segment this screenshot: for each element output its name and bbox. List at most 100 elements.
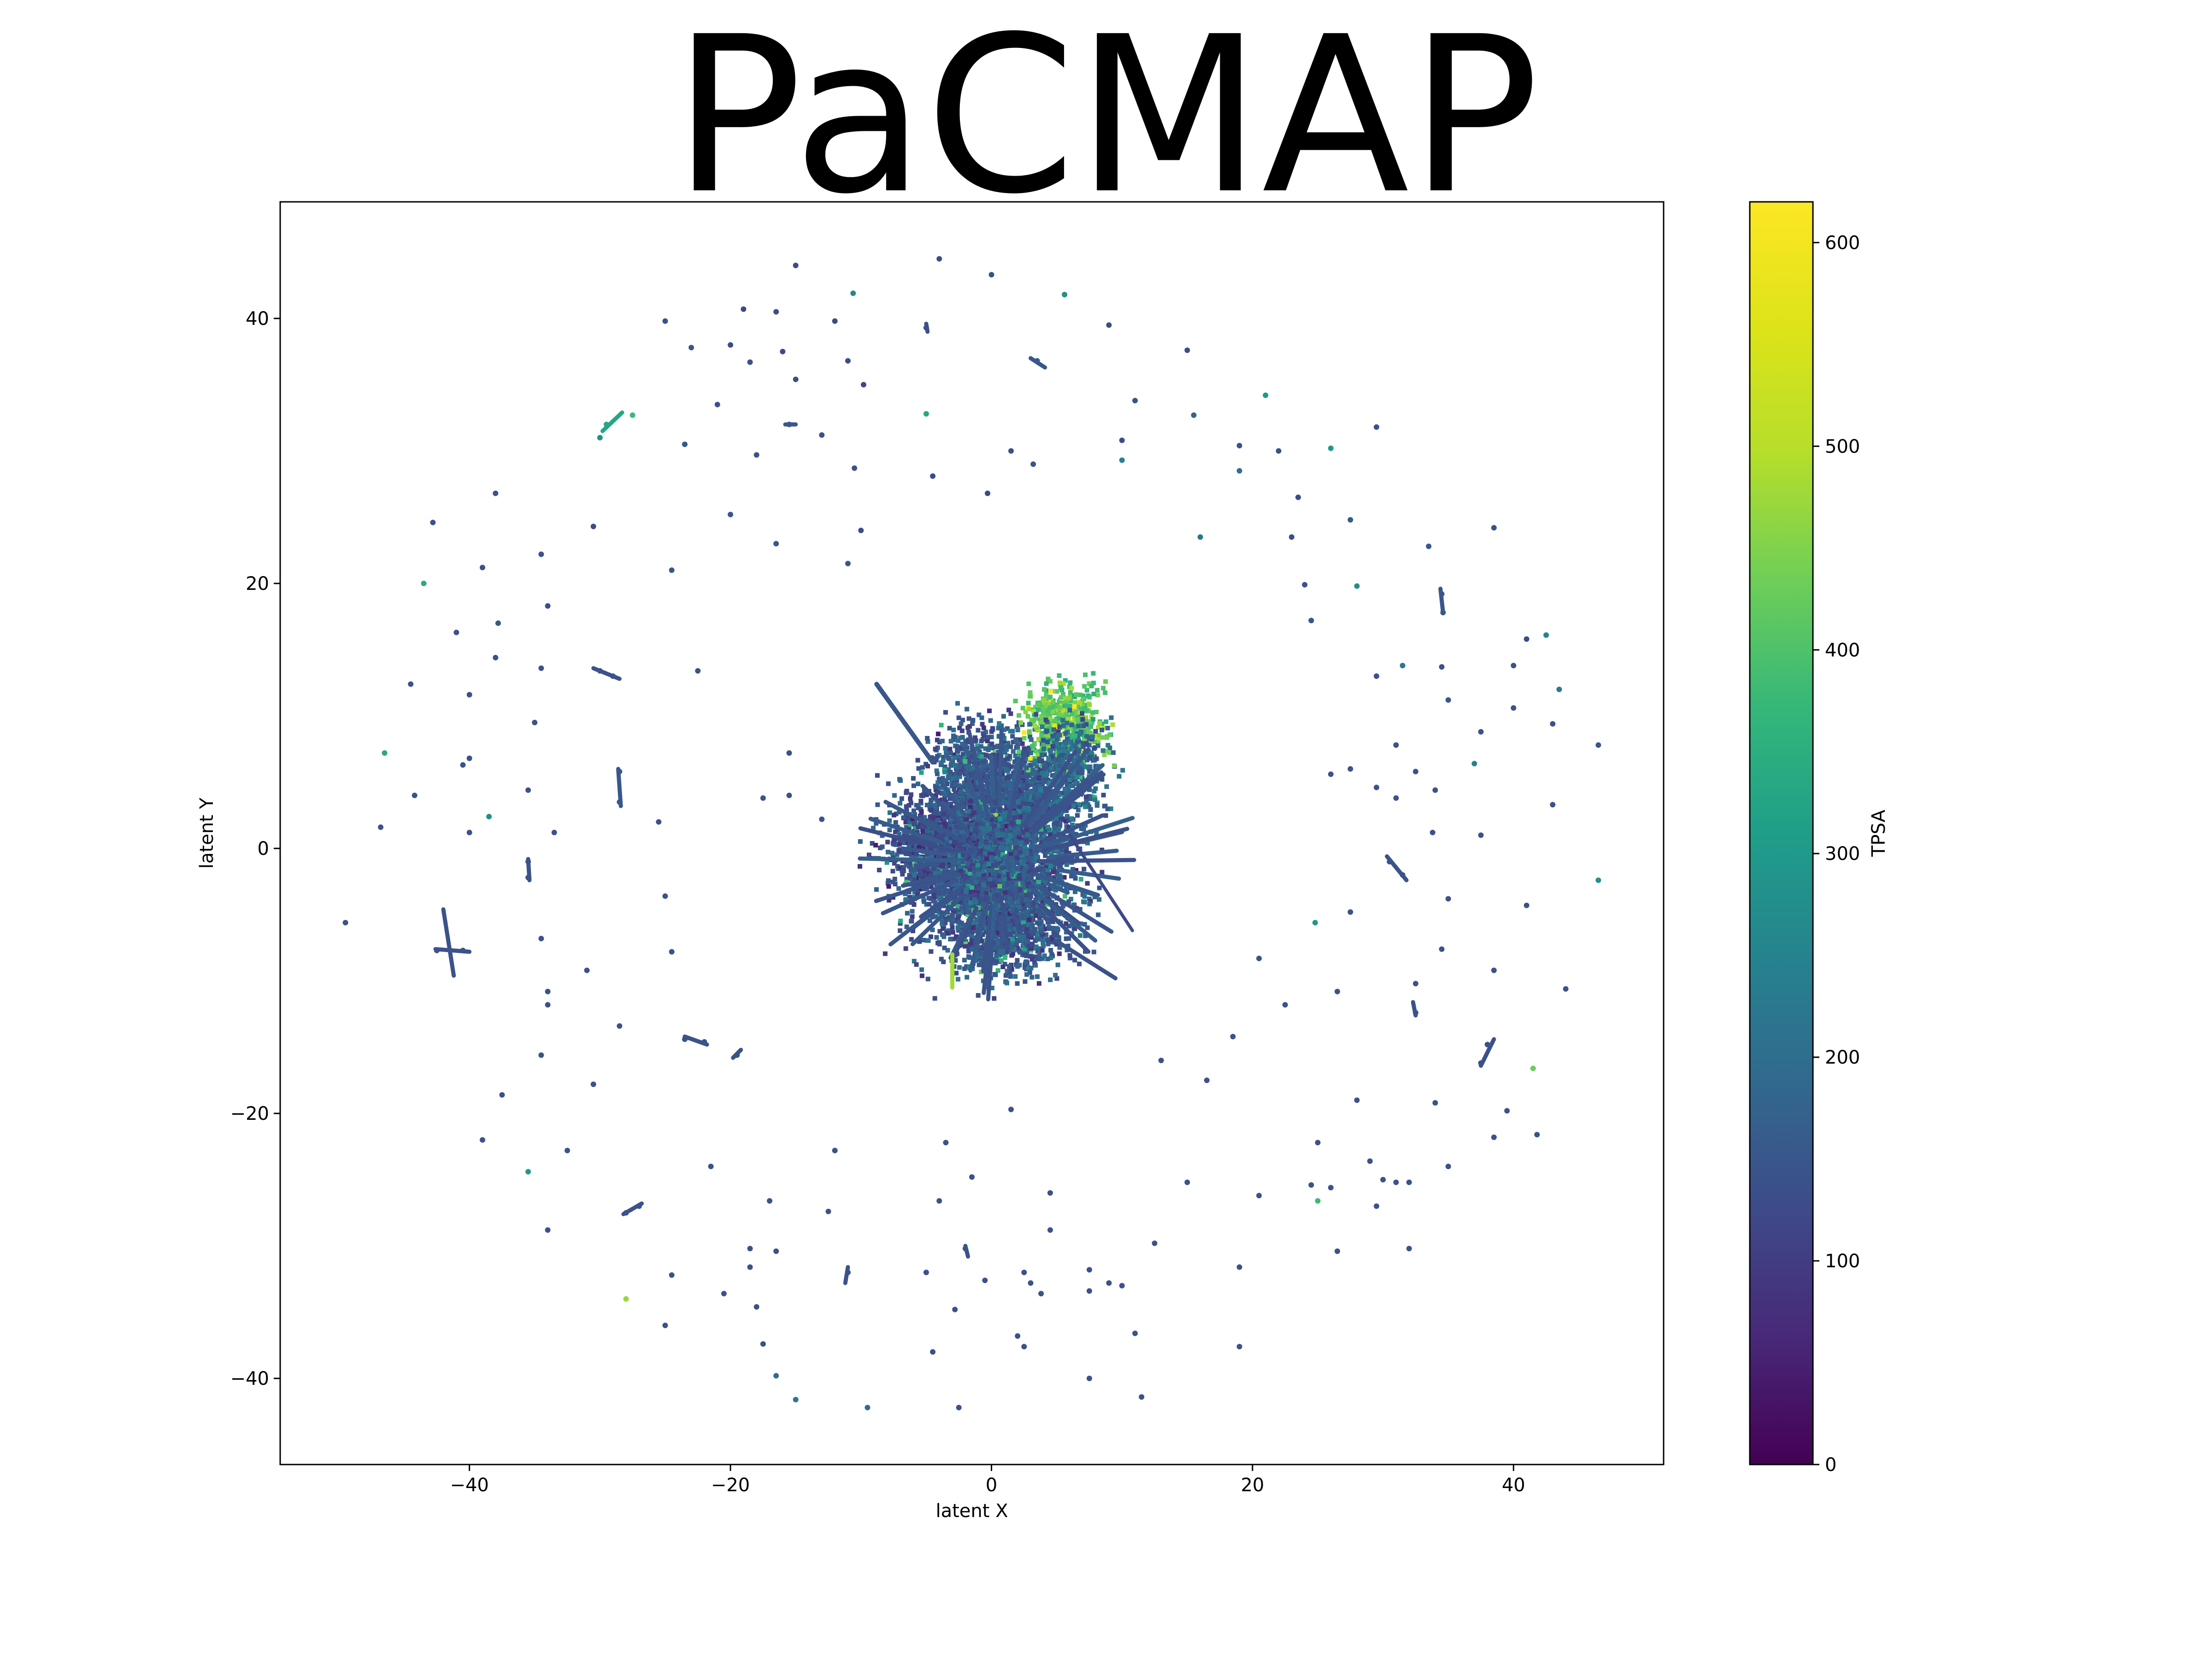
x-tick-label: −20 <box>711 1475 750 1496</box>
data-point <box>1445 697 1451 703</box>
data-point <box>538 665 544 671</box>
data-point <box>786 750 792 756</box>
central-cluster <box>858 671 1136 1001</box>
data-point <box>845 560 851 566</box>
data-point <box>793 263 799 269</box>
data-point <box>708 1164 714 1170</box>
data-point <box>1204 1077 1210 1083</box>
data-point <box>382 750 388 756</box>
data-point <box>1263 392 1269 398</box>
data-point <box>421 581 427 587</box>
data-streak <box>843 1265 850 1285</box>
data-point <box>486 814 492 820</box>
data-point <box>858 528 864 534</box>
data-streak <box>600 410 624 433</box>
data-point <box>728 512 734 518</box>
plot-frame <box>279 201 1665 1465</box>
data-point <box>1119 437 1125 443</box>
data-point <box>1308 618 1314 624</box>
data-point <box>1432 1100 1438 1106</box>
data-point <box>1406 1246 1412 1252</box>
data-point <box>590 524 596 529</box>
data-point <box>532 719 538 725</box>
data-point <box>852 465 858 471</box>
data-point <box>1328 445 1334 451</box>
data-point <box>1439 664 1445 670</box>
data-point <box>865 1405 871 1411</box>
colorbar-tick-label: 600 <box>1825 232 1860 253</box>
data-point <box>982 1277 988 1283</box>
data-point <box>1373 424 1379 430</box>
data-point <box>1354 1097 1360 1103</box>
data-point <box>721 1291 727 1297</box>
data-point <box>780 348 786 354</box>
data-point <box>662 1323 668 1329</box>
data-point <box>545 1227 551 1233</box>
data-streak <box>1028 356 1047 370</box>
data-point <box>1184 1179 1190 1185</box>
data-point <box>1256 955 1262 961</box>
data-streak <box>616 767 623 808</box>
data-point <box>1047 1227 1053 1233</box>
data-point <box>1412 769 1418 775</box>
data-point <box>545 1002 551 1008</box>
data-point <box>1471 761 1477 767</box>
data-point <box>1021 1344 1027 1350</box>
data-point <box>1406 1179 1412 1185</box>
data-point <box>1347 517 1353 523</box>
data-point <box>430 519 436 525</box>
data-point <box>525 1169 531 1175</box>
data-point <box>1197 534 1203 540</box>
data-point <box>1595 877 1601 883</box>
data-point <box>499 1092 505 1098</box>
data-point <box>1393 1179 1399 1185</box>
data-point <box>378 824 384 830</box>
data-point <box>466 830 472 835</box>
data-streak <box>1479 1037 1496 1068</box>
data-point <box>1139 1394 1145 1400</box>
data-point <box>860 382 866 388</box>
data-point <box>1158 1058 1164 1064</box>
data-point <box>1534 1132 1540 1138</box>
data-point <box>1524 902 1530 908</box>
data-point <box>551 830 557 835</box>
data-point <box>493 655 499 661</box>
data-point <box>1295 494 1301 500</box>
data-point <box>1308 1182 1314 1188</box>
data-point <box>545 603 551 609</box>
data-point <box>1106 322 1112 328</box>
data-streak <box>433 947 472 954</box>
data-point <box>1478 832 1484 838</box>
data-point <box>819 432 825 438</box>
data-point <box>1288 534 1294 540</box>
data-point <box>495 620 501 626</box>
plot-area <box>342 256 1601 1411</box>
data-point <box>714 401 720 407</box>
data-point <box>1393 795 1399 801</box>
data-point <box>988 272 994 278</box>
data-point <box>1047 1190 1053 1196</box>
y-tick-label: 20 <box>246 573 269 594</box>
data-point <box>773 309 779 315</box>
data-point <box>453 629 459 635</box>
data-point <box>479 565 485 571</box>
data-point <box>1380 1177 1386 1182</box>
y-tick-label: 0 <box>258 838 269 859</box>
data-point <box>538 935 544 941</box>
colorbar-axis: 0 100 200 300 400 500 600 <box>1813 232 1860 1476</box>
chart-title: PaCMAP <box>672 0 1540 241</box>
data-point <box>1445 896 1451 902</box>
data-point <box>747 359 753 365</box>
data-point <box>1367 1158 1373 1164</box>
data-point <box>969 1174 975 1180</box>
data-point <box>1315 1198 1321 1204</box>
data-point <box>623 1296 629 1302</box>
data-point <box>1595 742 1601 748</box>
data-point <box>1354 583 1360 589</box>
y-tick-label: 40 <box>246 308 269 329</box>
data-point <box>538 551 544 557</box>
data-point <box>1373 1203 1379 1209</box>
data-point <box>1432 787 1438 793</box>
